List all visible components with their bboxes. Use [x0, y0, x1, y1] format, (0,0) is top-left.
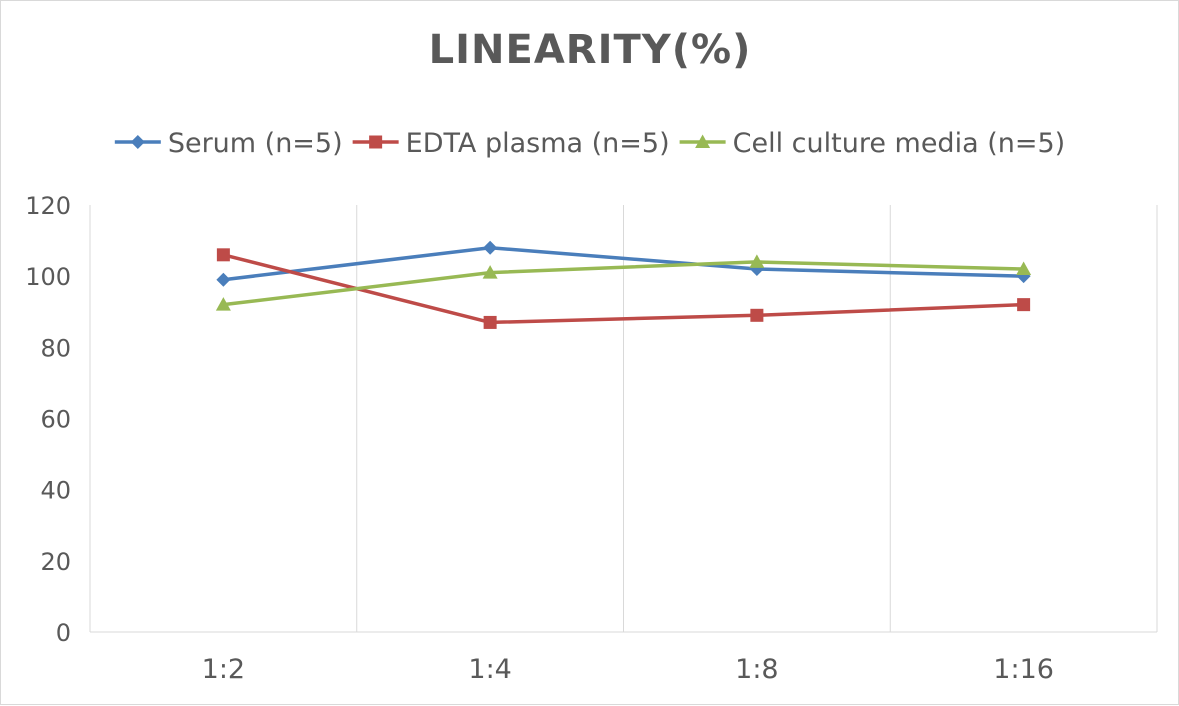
y-tick-label: 80	[40, 334, 71, 362]
data-point	[216, 272, 231, 287]
legend-marker	[369, 135, 383, 149]
x-tick-label: 1:2	[202, 654, 245, 685]
data-point	[483, 315, 497, 329]
legend-item: Serum (n=5)	[114, 128, 343, 159]
data-point	[1017, 298, 1031, 312]
y-tick-label: 120	[25, 192, 71, 220]
series-1	[216, 240, 1031, 287]
x-tick-label: 1:8	[735, 654, 778, 685]
series-line	[223, 260, 1024, 307]
data-point	[750, 308, 764, 322]
y-axis-ticks: 0 20 40 60 80 100 120	[25, 192, 71, 647]
data-point	[482, 265, 498, 279]
gridlines	[356, 205, 1158, 632]
data-point	[215, 297, 231, 311]
y-tick-label: 20	[40, 548, 71, 576]
legend-label: Cell culture media (n=5)	[733, 128, 1066, 159]
series-3	[215, 254, 1032, 311]
data-point	[749, 254, 765, 268]
legend-marker	[130, 135, 145, 149]
axes	[89, 205, 1157, 633]
legend-item: Cell culture media (n=5)	[679, 128, 1066, 159]
legend-label: EDTA plasma (n=5)	[406, 128, 670, 159]
legend-marker	[695, 134, 711, 148]
chart-title: LINEARITY(%)	[429, 27, 752, 73]
y-tick-label: 60	[40, 406, 71, 434]
legend: Serum (n=5) EDTA plasma (n=5) Cell culture…	[114, 128, 1066, 159]
data-point	[483, 240, 498, 255]
y-tick-label: 100	[25, 263, 71, 291]
series-line	[223, 245, 1024, 282]
x-tick-label: 1:4	[468, 654, 511, 685]
y-tick-label: 0	[56, 619, 71, 647]
y-tick-label: 40	[40, 477, 71, 505]
x-axis-ticks: 1:2 1:4 1:8 1:16	[202, 654, 1054, 685]
data-point	[1016, 261, 1032, 276]
legend-item: EDTA plasma (n=5)	[352, 128, 670, 159]
x-tick-label: 1:16	[993, 654, 1054, 685]
legend-label: Serum (n=5)	[168, 128, 343, 159]
series-group	[215, 240, 1032, 329]
data-point	[216, 248, 230, 262]
